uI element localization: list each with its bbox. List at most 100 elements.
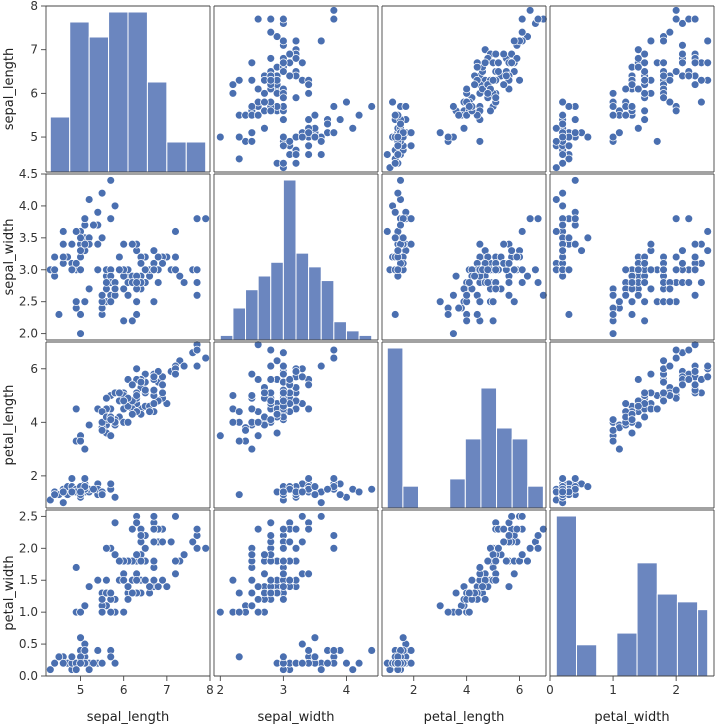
scatter-point	[171, 556, 180, 566]
hist-bar-petal_length-7	[496, 427, 513, 509]
scatter-point	[640, 115, 649, 124]
scatter-point	[76, 607, 85, 617]
scatter-point	[390, 110, 400, 120]
scatter-point	[285, 137, 294, 146]
scatter-point	[615, 444, 624, 454]
scatter-point	[406, 128, 416, 137]
scatter-point	[260, 97, 269, 107]
hist-bar-sepal_length-0	[49, 116, 71, 173]
scatter-point	[310, 482, 320, 491]
scatter-point	[539, 524, 548, 534]
scatter-point	[234, 154, 244, 164]
panel-sepal_width-vs-petal_length	[381, 173, 548, 341]
panel-petal_length-vs-petal_length	[381, 341, 547, 509]
y-axis-label-petal_length: petal_length	[2, 385, 17, 466]
scatter-point	[228, 80, 238, 89]
y-tick-label: 4	[30, 415, 38, 429]
scatter-point	[665, 27, 675, 37]
scatter-point	[564, 154, 574, 164]
y-tick-label: 5	[30, 130, 38, 144]
scatter-point	[470, 271, 479, 281]
scatter-point	[54, 652, 64, 662]
scatter-point	[678, 380, 687, 390]
scatter-point	[323, 119, 332, 129]
hist-bar-sepal_length-6	[166, 141, 187, 173]
panel-sepal_length-vs-petal_width	[549, 5, 715, 173]
scatter-point	[304, 646, 313, 655]
scatter-point	[323, 658, 332, 668]
hist-bar-petal_width-1	[575, 644, 598, 677]
scatter-point	[67, 265, 77, 275]
scatter-point	[517, 14, 527, 24]
x-axis-label-petal_length: petal_length	[424, 710, 505, 725]
scatter-point	[499, 49, 508, 59]
hist-bar-petal_length-6	[480, 387, 498, 509]
scatter-point	[291, 367, 301, 376]
scatter-point	[132, 278, 141, 287]
scatter-point	[110, 550, 120, 559]
scatter-point	[475, 297, 485, 306]
scatter-point	[247, 58, 257, 68]
panel-sepal_width-vs-sepal_width	[213, 173, 379, 341]
scatter-point	[304, 474, 313, 483]
hist-bar-sepal_width-1	[232, 307, 247, 341]
panel-petal_width-vs-petal_width	[549, 509, 715, 677]
scatter-point	[54, 310, 64, 319]
x-tick-label: 4	[343, 683, 351, 697]
scatter-point	[76, 233, 85, 243]
scatter-point	[171, 369, 180, 379]
scatter-point	[690, 252, 700, 262]
scatter-point	[564, 233, 574, 243]
scatter-point	[192, 524, 202, 534]
scatter-point	[703, 361, 712, 371]
y-tick-label: 1.5	[19, 573, 38, 587]
scatter-point	[304, 569, 313, 579]
scatter-point	[504, 278, 514, 287]
scatter-point	[671, 353, 681, 363]
scatter-point	[285, 575, 294, 585]
scatter-point	[504, 259, 514, 268]
scatter-point	[388, 97, 397, 107]
scatter-point	[141, 575, 150, 585]
scatter-point	[678, 41, 687, 50]
scatter-point	[491, 556, 500, 566]
scatter-point	[494, 67, 503, 76]
scatter-point	[678, 58, 687, 68]
scatter-point	[285, 375, 294, 384]
scatter-point	[266, 27, 276, 37]
panel-sepal_width-vs-sepal_length	[45, 173, 211, 341]
scatter-point	[634, 54, 643, 63]
scatter-point	[234, 132, 244, 142]
scatter-point	[253, 84, 263, 94]
scatter-point	[684, 375, 694, 384]
panels-layer	[45, 5, 715, 677]
scatter-point	[247, 550, 257, 559]
scatter-point	[279, 14, 288, 24]
scatter-point	[462, 316, 471, 326]
scatter-point	[59, 252, 68, 262]
scatter-point	[247, 575, 257, 585]
scatter-point	[247, 128, 257, 137]
scatter-point	[279, 93, 288, 102]
scatter-point	[279, 115, 288, 124]
scatter-point	[80, 239, 90, 249]
y-tick-label: 7	[30, 43, 38, 57]
scatter-point	[690, 367, 700, 376]
scatter-point	[119, 316, 128, 326]
scatter-point	[149, 265, 159, 275]
scatter-point	[310, 132, 320, 142]
hist-bar-sepal_width-7	[308, 266, 322, 341]
scatter-point	[97, 188, 107, 198]
scatter-point	[491, 265, 500, 275]
x-tick-label: 3	[280, 683, 288, 697]
scatter-point	[583, 233, 593, 243]
scatter-point	[216, 132, 225, 142]
scatter-point	[115, 252, 124, 262]
scatter-point	[499, 80, 508, 89]
scatter-point	[298, 132, 307, 142]
scatter-point	[266, 345, 276, 355]
scatter-point	[234, 588, 244, 598]
scatter-point	[260, 388, 269, 398]
scatter-point	[393, 188, 403, 198]
scatter-point	[684, 345, 694, 355]
